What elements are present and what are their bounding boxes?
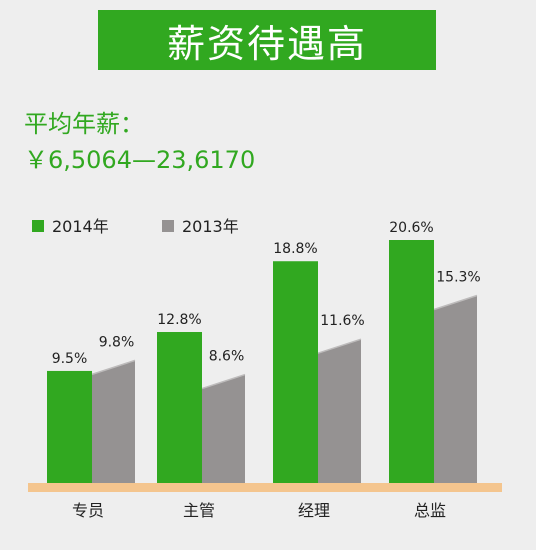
data-label-2014-2: 18.8% xyxy=(273,241,317,257)
bar-2013-0 xyxy=(92,360,135,483)
bar-2014-1 xyxy=(157,332,202,483)
data-label-2013-1: 8.6% xyxy=(209,349,245,365)
data-label-2014-3: 20.6% xyxy=(389,220,433,236)
bar-2013-top-edge-3 xyxy=(433,294,478,311)
data-label-2014-1: 12.8% xyxy=(157,312,201,328)
legend-swatch-2014 xyxy=(32,220,44,232)
legend-label-2013: 2013年 xyxy=(182,217,239,236)
data-label-2013-3: 15.3% xyxy=(436,270,480,286)
bar-2013-top-edge-2 xyxy=(317,338,362,354)
bars: 9.5% 9.8% 12.8% 8.6% 18.8% 11.6% 20.6% 15.3% xyxy=(47,220,481,483)
bar-2013-top-edge-0 xyxy=(91,359,136,376)
legend-label-2014: 2014年 xyxy=(52,217,109,236)
data-label-2013-2: 11.6% xyxy=(320,313,364,329)
bar-2014-2 xyxy=(273,261,318,483)
bar-2014-0 xyxy=(47,370,92,483)
bar-2013-top-edge-1 xyxy=(201,373,246,390)
baseline xyxy=(28,483,502,492)
category-label-3: 总监 xyxy=(414,501,446,520)
bar-2013-2 xyxy=(318,339,361,483)
average-salary-label: 平均年薪： xyxy=(24,110,144,138)
category-label-1: 主管 xyxy=(183,501,215,520)
bar-2014-3 xyxy=(389,240,434,483)
data-label-2013-0: 9.8% xyxy=(99,334,135,350)
category-label-0: 专员 xyxy=(72,501,104,520)
category-label-2: 经理 xyxy=(298,501,330,520)
bar-2013-1 xyxy=(202,374,245,483)
page-title: 薪资待遇高 xyxy=(98,10,436,70)
salary-range: ￥6,5064—23,6170 xyxy=(24,146,256,174)
bar-2013-3 xyxy=(434,295,477,483)
legend-swatch-2013 xyxy=(162,220,174,232)
data-label-2014-0: 9.5% xyxy=(52,351,88,367)
